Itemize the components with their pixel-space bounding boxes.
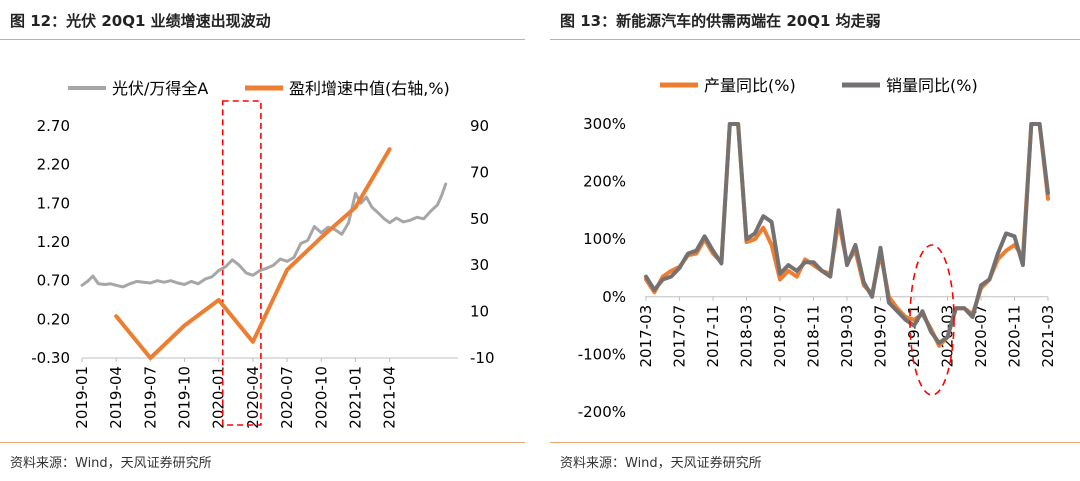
left-chart-svg: 2.70 2.20 1.70 1.20 0.70 0.20 -0.30 90 70 50 30 10 -…: [31, 79, 495, 429]
x-tick-label: 2020-01: [210, 366, 228, 429]
x-tick-label: 2018-03: [738, 305, 756, 368]
y-right-tick-label: 30: [470, 256, 489, 274]
legend-label: 光伏/万得全A: [112, 79, 208, 98]
y-tick-label: -200%: [578, 403, 626, 421]
y-right-tick-label: 10: [470, 303, 489, 321]
left-chart-title: 图 12：光伏 20Q1 业绩增速出现波动: [10, 12, 271, 30]
legend-label: 销量同比(%): [886, 76, 978, 95]
x-tick-label: 2020-11: [1006, 305, 1024, 368]
series-line-sales-yoy: [644, 122, 1050, 345]
x-tick-label: 2021-03: [1039, 305, 1057, 368]
x-tick-label: 2019-07: [872, 305, 890, 368]
right-chart-svg: 300% 200% 100% 0% -100% -200% 2017-03 2017-07 20…: [578, 76, 1057, 421]
y-tick-label: 300%: [583, 115, 626, 133]
legend-label: 产量同比(%): [704, 76, 796, 95]
x-tick-label: 2019-01: [73, 366, 91, 429]
x-tick-label: 2021-01: [346, 366, 364, 429]
x-tick-label: 2019-04: [107, 366, 125, 429]
series-line-pv-ratio: [80, 182, 448, 289]
highlight-rect: [221, 100, 262, 426]
x-tick-label: 2021-04: [381, 366, 399, 429]
x-tick-label: 2019-10: [176, 366, 194, 429]
y-right-tick-label: 90: [470, 117, 489, 135]
y-right-tick-label: 50: [470, 210, 489, 228]
left-chart-panel: 图 12：光伏 20Q1 业绩增速出现波动 2.70 2.20 1.70 1.20 0.…: [0, 0, 530, 481]
x-tick-label: 2018-11: [805, 305, 823, 368]
right-chart-title: 图 13：新能源汽车的供需两端在 20Q1 均走弱: [560, 12, 881, 30]
x-tick-label: 2019-03: [838, 305, 856, 368]
x-tick-label: 2020-07: [278, 366, 296, 429]
right-chart-panel: 图 13：新能源汽车的供需两端在 20Q1 均走弱 300% 200% 100% 0%…: [550, 0, 1080, 481]
y-left-tick-label: 0.70: [37, 272, 70, 290]
left-source-note: 资料来源：Wind，天风证券研究所: [10, 456, 212, 471]
y-tick-label: 200%: [583, 173, 626, 191]
legend-label: 盈利增速中值(右轴,%): [289, 79, 450, 98]
y-right-tick-label: -10: [470, 349, 495, 367]
y-left-tick-label: 1.20: [37, 233, 70, 251]
x-tick-label: 2020-10: [312, 366, 330, 429]
title-divider: [0, 39, 525, 40]
source-divider: [0, 442, 525, 443]
y-tick-label: -100%: [578, 345, 626, 363]
y-left-tick-label: 2.20: [37, 156, 70, 174]
title-divider: [550, 39, 1080, 40]
y-tick-label: 0%: [602, 288, 626, 306]
x-tick-label: 2017-07: [671, 305, 689, 368]
y-left-tick-label: 2.70: [37, 117, 70, 135]
x-tick-label: 2020-04: [244, 366, 262, 429]
x-tick-label: 2019-07: [141, 366, 159, 429]
x-tick-label: 2020-07: [972, 305, 990, 368]
source-divider: [550, 442, 1080, 443]
y-left-tick-label: 0.20: [37, 310, 70, 328]
right-source-note: 资料来源：Wind，天风证券研究所: [560, 456, 762, 471]
y-left-tick-label: 1.70: [37, 194, 70, 212]
y-tick-label: 100%: [583, 230, 626, 248]
y-left-tick-label: -0.30: [31, 349, 70, 367]
y-right-tick-label: 70: [470, 163, 489, 181]
series-line-profit-growth: [114, 147, 392, 360]
x-tick-label: 2017-03: [637, 305, 655, 368]
x-tick-label: 2018-07: [771, 305, 789, 368]
highlight-ellipse: [909, 244, 955, 396]
x-tick-label: 2017-11: [704, 305, 722, 368]
